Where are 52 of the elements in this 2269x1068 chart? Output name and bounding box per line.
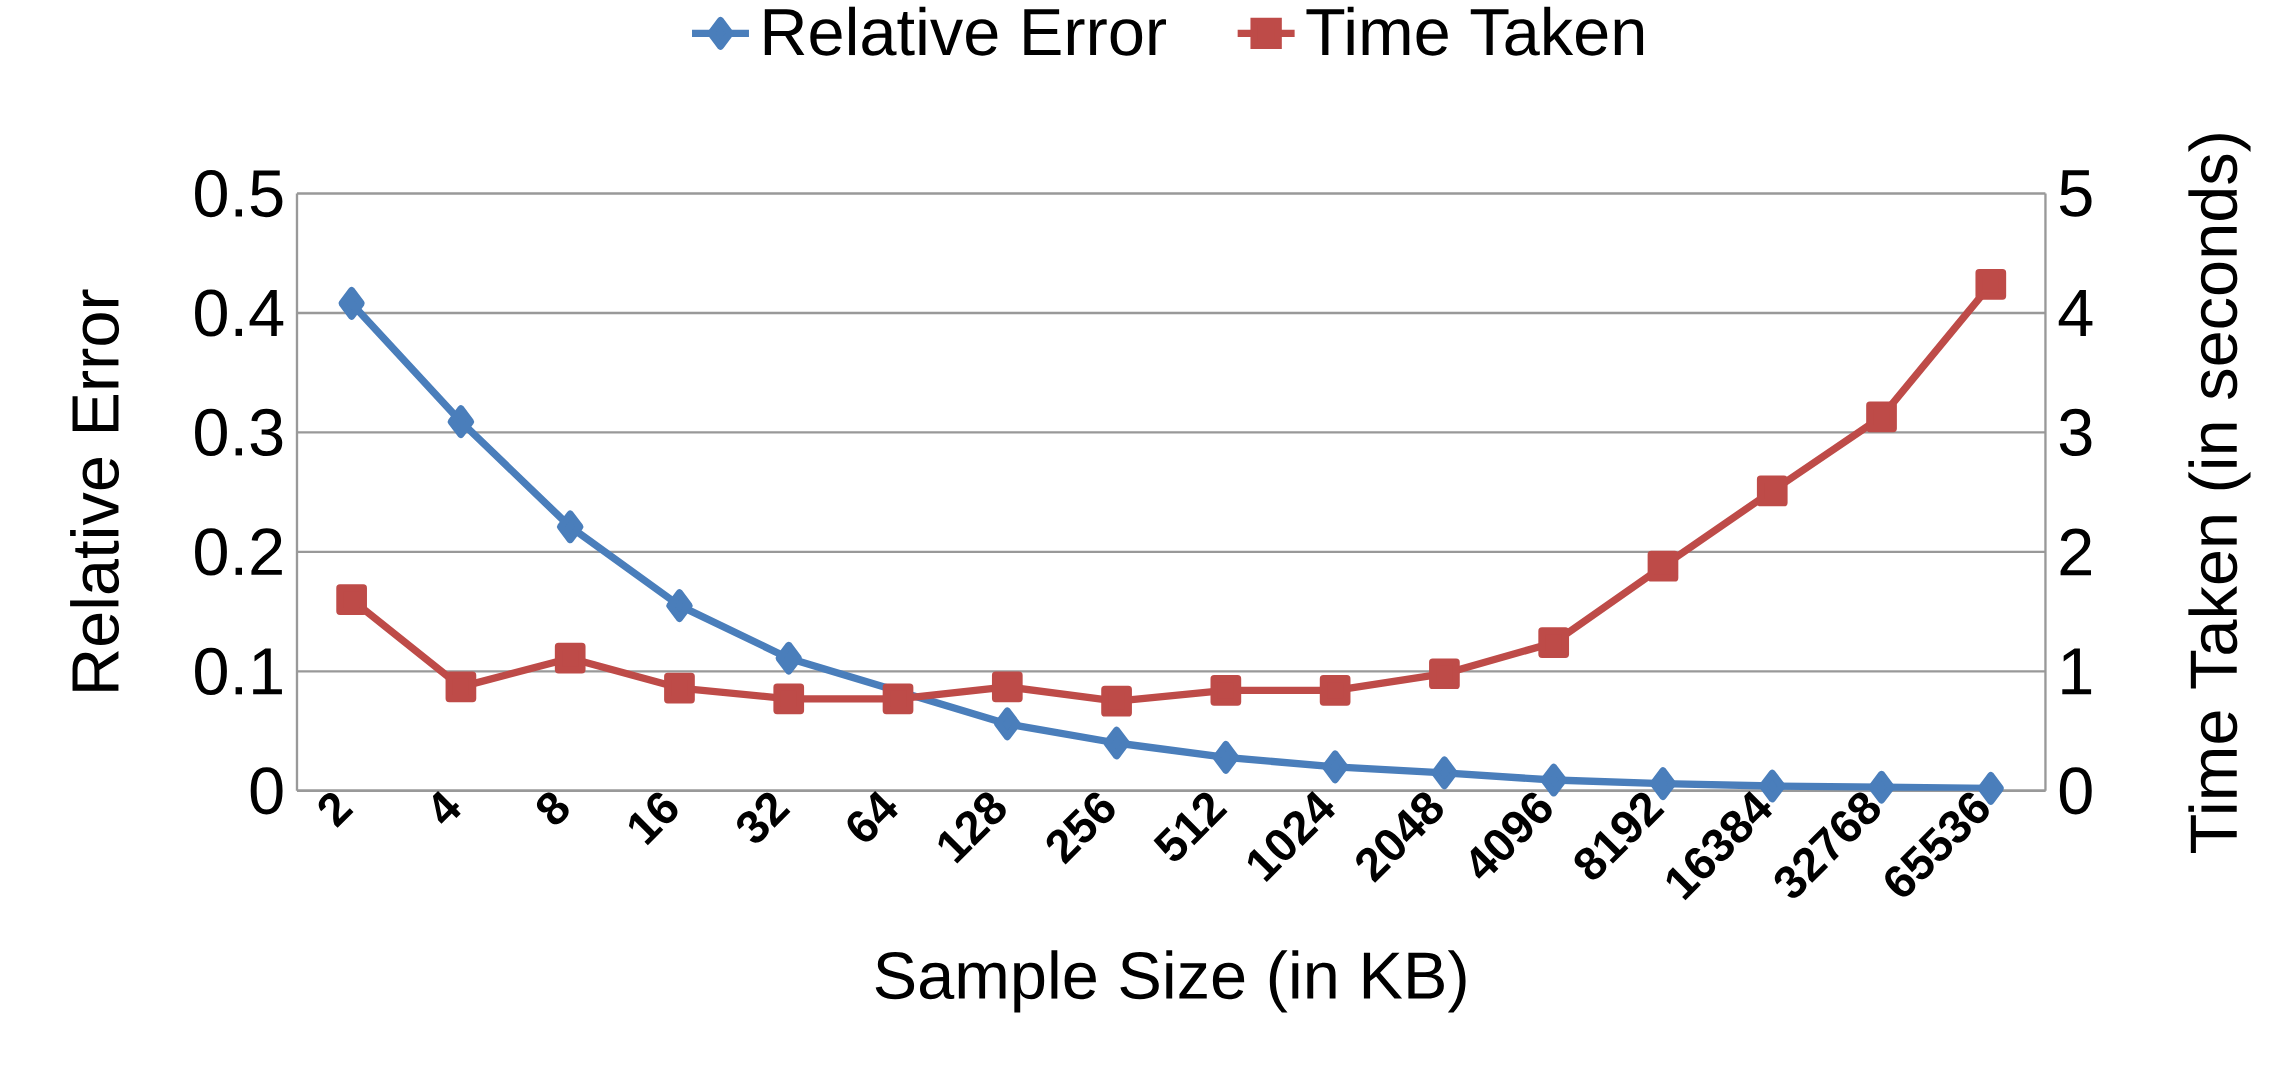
point	[882, 683, 914, 715]
y-axis-title: Relative Error	[70, 289, 120, 691]
point	[775, 641, 802, 675]
point	[1321, 750, 1349, 784]
point	[1431, 756, 1458, 790]
point	[994, 707, 1021, 741]
point	[1103, 726, 1130, 760]
point	[1210, 675, 1242, 706]
point	[1756, 475, 1788, 507]
x-tick-label: 256	[1046, 792, 1115, 865]
point	[1212, 741, 1240, 774]
y2-axis-title: Time Taken (in seconds)	[2188, 134, 2251, 853]
y2-tick-label: 4	[2058, 290, 2093, 337]
point	[666, 589, 693, 623]
y2-tick-label: 2	[2060, 528, 2091, 576]
y2-tick-label: 0	[2059, 767, 2092, 815]
point	[1101, 685, 1132, 717]
point	[1319, 675, 1351, 706]
x-tick-label: 32	[737, 792, 791, 843]
y2-tick-label: 3	[2059, 408, 2092, 457]
point	[336, 584, 367, 616]
x-tick-label: 2	[318, 793, 354, 828]
legend-label: Time Taken	[1306, 6, 1644, 56]
legend-label: Relative Error	[764, 6, 1166, 56]
point	[1866, 401, 1897, 433]
point	[447, 405, 475, 439]
x-tick-label: 16	[628, 792, 678, 846]
point	[1538, 627, 1570, 659]
x-tick-label: 512	[1153, 792, 1228, 862]
point	[664, 672, 695, 704]
x-tick-label: 128	[938, 792, 1006, 864]
y-tick-label: 0	[250, 767, 283, 815]
point	[1647, 550, 1679, 582]
y-tick-label: 0.4	[195, 289, 284, 337]
point	[991, 671, 1023, 703]
y-tick-label: 0.2	[195, 528, 282, 576]
y-tick-label: 0.5	[195, 170, 283, 218]
point	[554, 642, 586, 674]
point	[338, 287, 365, 320]
y-tick-label: 0.3	[195, 408, 283, 457]
y2-tick-label: 5	[2059, 170, 2092, 217]
x-axis-title: Sample Size (in KB)	[875, 950, 1466, 1013]
point	[557, 510, 584, 544]
point	[1975, 269, 2007, 300]
y2-tick-label: 1	[2062, 648, 2092, 695]
point	[773, 683, 805, 715]
x-tick-label: 64	[847, 791, 898, 842]
x-tick-label: 4	[432, 791, 461, 824]
point	[445, 671, 477, 703]
x-tick-label: 8	[536, 792, 569, 825]
point	[1429, 658, 1460, 690]
y-tick-label: 0.1	[195, 647, 282, 696]
